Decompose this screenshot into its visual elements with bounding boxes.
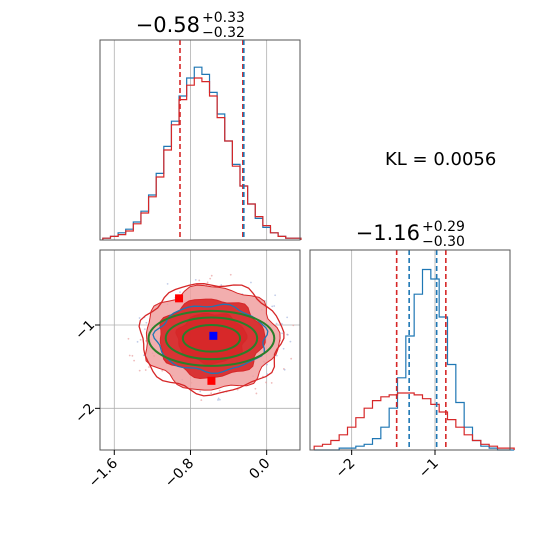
y-tick-label: −1 xyxy=(72,317,98,343)
joint-scatter-point xyxy=(271,305,274,308)
joint-scatter-point xyxy=(144,369,147,371)
joint-scatter-point xyxy=(139,338,142,341)
joint-scatter-point xyxy=(275,354,278,357)
joint-scatter-point xyxy=(218,389,221,392)
joint-scatter-point xyxy=(265,381,267,384)
joint-scatter-point xyxy=(138,369,141,372)
joint-scatter-point xyxy=(219,398,221,401)
x-title-value: −0.58 xyxy=(136,13,200,37)
joint-scatter-point xyxy=(266,373,268,375)
joint-scatter-point xyxy=(179,291,181,294)
joint-marker-red xyxy=(175,294,184,303)
joint-scatter-point xyxy=(206,281,209,284)
x-marginal-title: −0.58 +0.33 −0.32 xyxy=(136,10,245,41)
joint-contour-line-blue xyxy=(152,303,269,374)
joint-scatter-point xyxy=(275,322,278,325)
joint-scatter-point xyxy=(229,273,232,276)
joint-marker-red xyxy=(207,376,216,385)
joint-scatter-point xyxy=(210,274,213,277)
joint-scatter-point xyxy=(128,354,131,357)
joint-gaussian-ellipse xyxy=(147,309,276,367)
joint-density-panel xyxy=(99,249,301,451)
y-marginal-tick-label: −2 xyxy=(333,456,359,482)
joint-scatter-point xyxy=(255,392,258,395)
joint-scatter-point xyxy=(286,333,289,336)
joint-scatter-point xyxy=(200,399,203,402)
joint-scatter-point xyxy=(198,279,201,282)
joint-frame xyxy=(99,249,301,451)
y-title-minus: −0.30 xyxy=(422,234,465,250)
y-histogram-red xyxy=(313,392,515,450)
joint-scatter-point xyxy=(250,281,252,284)
joint-scatter-point xyxy=(133,359,136,362)
x-histogram-red xyxy=(102,77,302,240)
joint-scatter-point xyxy=(166,282,169,285)
joint-scatter-point xyxy=(283,368,286,371)
joint-scatter-point xyxy=(217,397,220,400)
x-title-plus: +0.33 xyxy=(202,10,245,26)
joint-scatter-point xyxy=(286,316,289,319)
y-marginal-tick-label: −1 xyxy=(416,456,442,482)
joint-scatter-point xyxy=(220,284,223,286)
joint-content xyxy=(100,250,300,450)
joint-scatter-point xyxy=(281,332,284,335)
joint-scatter-point xyxy=(292,324,295,327)
y-title-plus: +0.29 xyxy=(422,219,465,235)
y-title-value: −1.16 xyxy=(356,221,420,245)
joint-scatter-point xyxy=(290,357,293,360)
x-tick-label: 0.0 xyxy=(246,456,273,483)
joint-scatter-point xyxy=(217,399,219,401)
x-tick-label: −0.8 xyxy=(162,456,197,491)
joint-scatter-point xyxy=(273,305,276,307)
joint-scatter-point xyxy=(194,278,197,281)
joint-scatter-point xyxy=(274,294,277,297)
joint-marker-blue xyxy=(209,331,218,340)
y-histogram-blue xyxy=(314,268,515,451)
x-tick-label: −1.6 xyxy=(86,455,121,490)
marginal-y-panel xyxy=(309,249,515,451)
joint-scatter-point xyxy=(254,387,257,390)
y-marginal-frame xyxy=(309,249,511,451)
joint-scatter-point xyxy=(131,354,134,357)
y-marginal-title: −1.16 +0.29 −0.30 xyxy=(356,219,465,250)
joint-gaussian-ellipse xyxy=(164,316,259,361)
joint-scatter-point xyxy=(266,363,268,366)
x-histogram-blue xyxy=(102,66,302,240)
joint-scatter-point xyxy=(143,328,146,331)
joint-scatter-point xyxy=(148,366,150,368)
joint-scatter-point xyxy=(138,317,141,319)
joint-scatter-point xyxy=(280,323,283,325)
joint-contour-line-red xyxy=(138,283,285,397)
joint-scatter-point xyxy=(209,277,212,280)
joint-scatter-point xyxy=(289,340,292,343)
joint-scatter-point xyxy=(199,390,202,393)
x-title-minus: −0.32 xyxy=(202,25,245,41)
x-marginal-frame xyxy=(99,39,301,241)
joint-scatter-point xyxy=(145,321,148,324)
joint-scatter-point xyxy=(210,392,213,395)
marginal-x-panel xyxy=(99,39,302,241)
kl-label: KL = 0.0056 xyxy=(385,149,496,170)
joint-scatter-point xyxy=(282,347,285,350)
joint-scatter-point xyxy=(127,337,130,340)
joint-scatter-point xyxy=(270,382,273,384)
joint-scatter-point xyxy=(136,340,139,343)
joint-gaussian-ellipse xyxy=(181,324,242,353)
y-tick-label: −2 xyxy=(72,401,98,427)
joint-scatter-point xyxy=(161,369,164,372)
